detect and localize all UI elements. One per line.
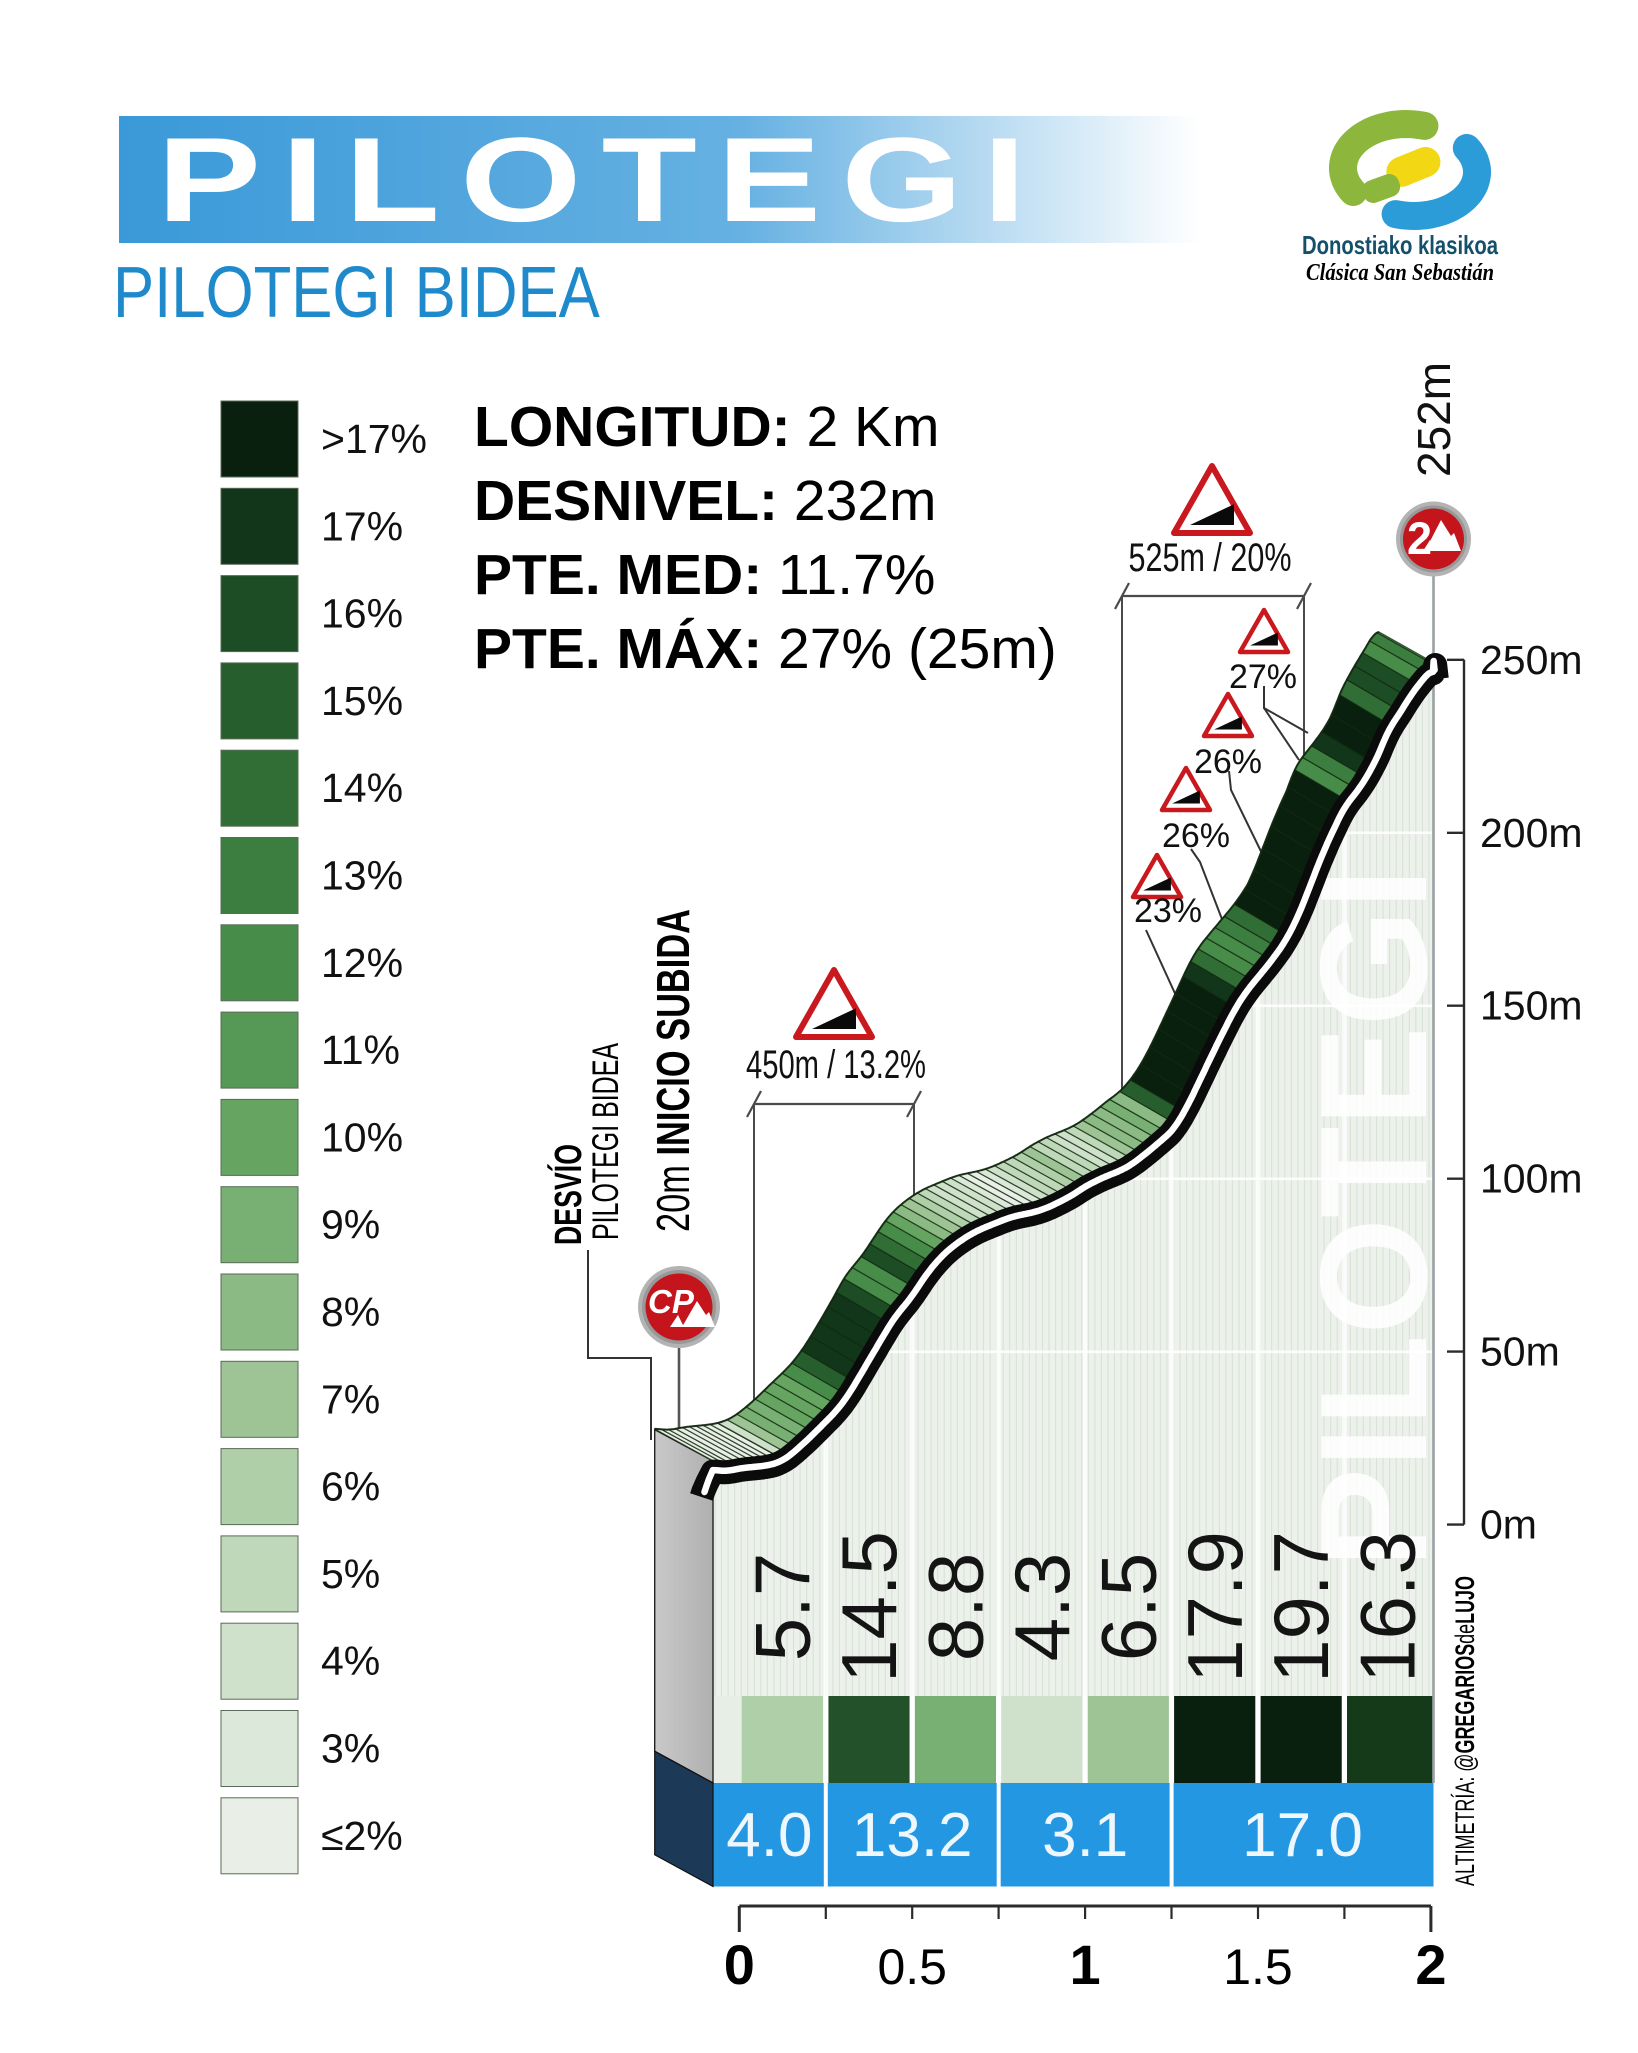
svg-text:1.5: 1.5 [1223,1939,1293,1995]
svg-text:0m: 0m [1480,1502,1537,1548]
svg-text:450m / 13.2%: 450m / 13.2% [746,1043,926,1087]
svg-text:26%: 26% [1162,817,1230,855]
svg-text:9%: 9% [321,1202,380,1248]
svg-text:4.0: 4.0 [726,1801,812,1870]
svg-text:4%: 4% [321,1638,380,1684]
svg-text:CP: CP [648,1283,695,1320]
svg-text:PILOTEGI: PILOTEGI [157,113,1046,247]
svg-text:Donostiako klasikoa: Donostiako klasikoa [1302,230,1498,260]
svg-text:Clásica San Sebastián: Clásica San Sebastián [1306,260,1494,286]
svg-text:13.2: 13.2 [852,1801,973,1870]
svg-text:PTE. MED: 11.7%: PTE. MED: 11.7% [474,543,935,607]
svg-text:250m: 250m [1480,637,1583,683]
svg-text:7%: 7% [321,1376,380,1422]
svg-text:3%: 3% [321,1726,380,1772]
svg-text:200m: 200m [1480,810,1583,856]
svg-text:11%: 11% [321,1027,400,1073]
svg-text:17.9: 17.9 [1171,1531,1259,1683]
svg-text:PILOTEGI BIDEA: PILOTEGI BIDEA [113,253,600,334]
svg-text:6.5: 6.5 [1084,1553,1172,1661]
svg-text:0: 0 [724,1933,755,1996]
svg-text:1: 1 [1070,1933,1101,1996]
svg-text:≤2%: ≤2% [321,1813,403,1859]
svg-text:ALTIMETRÍA: @GREGARIOSdeLUJO: ALTIMETRÍA: @GREGARIOSdeLUJO [1450,1576,1480,1886]
svg-text:50m: 50m [1480,1329,1560,1375]
svg-text:17%: 17% [321,503,403,549]
svg-text:PILOTEGI BIDEA: PILOTEGI BIDEA [585,1043,626,1240]
svg-text:PILOTEGI: PILOTEGI [1289,868,1459,1568]
svg-text:19.7: 19.7 [1257,1531,1345,1683]
svg-text:5%: 5% [321,1551,380,1597]
svg-text:16%: 16% [321,591,403,637]
svg-text:27%: 27% [1229,658,1297,696]
svg-text:2: 2 [1415,1933,1446,1996]
svg-text:DESVÍO: DESVÍO [546,1144,590,1245]
svg-text:8%: 8% [321,1289,380,1335]
svg-text:12%: 12% [321,940,403,986]
svg-text:26%: 26% [1194,743,1262,781]
svg-text:4.3: 4.3 [998,1553,1086,1661]
svg-text:5.7: 5.7 [739,1553,827,1661]
svg-text:252m: 252m [1408,362,1460,477]
svg-text:3.1: 3.1 [1042,1801,1128,1870]
svg-text:6%: 6% [321,1464,380,1510]
svg-text:LONGITUD: 2 Km: LONGITUD: 2 Km [474,395,940,459]
svg-text:2: 2 [1407,513,1432,564]
svg-text:DESNIVEL: 232m: DESNIVEL: 232m [474,469,936,533]
svg-text:0.5: 0.5 [877,1939,947,1995]
svg-text:13%: 13% [321,853,403,899]
svg-text:16.3: 16.3 [1344,1531,1432,1683]
svg-text:PTE. MÁX: 27% (25m): PTE. MÁX: 27% (25m) [474,617,1057,681]
svg-text:14%: 14% [321,765,403,811]
svg-text:>17%: >17% [321,416,427,462]
svg-text:15%: 15% [321,678,403,724]
svg-text:100m: 100m [1480,1156,1583,1202]
svg-text:23%: 23% [1134,892,1202,930]
svg-text:10%: 10% [321,1114,403,1160]
svg-text:150m: 150m [1480,983,1583,1029]
svg-text:20m INICIO SUBIDA: 20m INICIO SUBIDA [647,909,699,1232]
svg-text:14.5: 14.5 [825,1531,913,1683]
svg-text:525m / 20%: 525m / 20% [1129,536,1292,580]
svg-text:8.8: 8.8 [911,1553,999,1661]
svg-text:17.0: 17.0 [1242,1801,1363,1870]
